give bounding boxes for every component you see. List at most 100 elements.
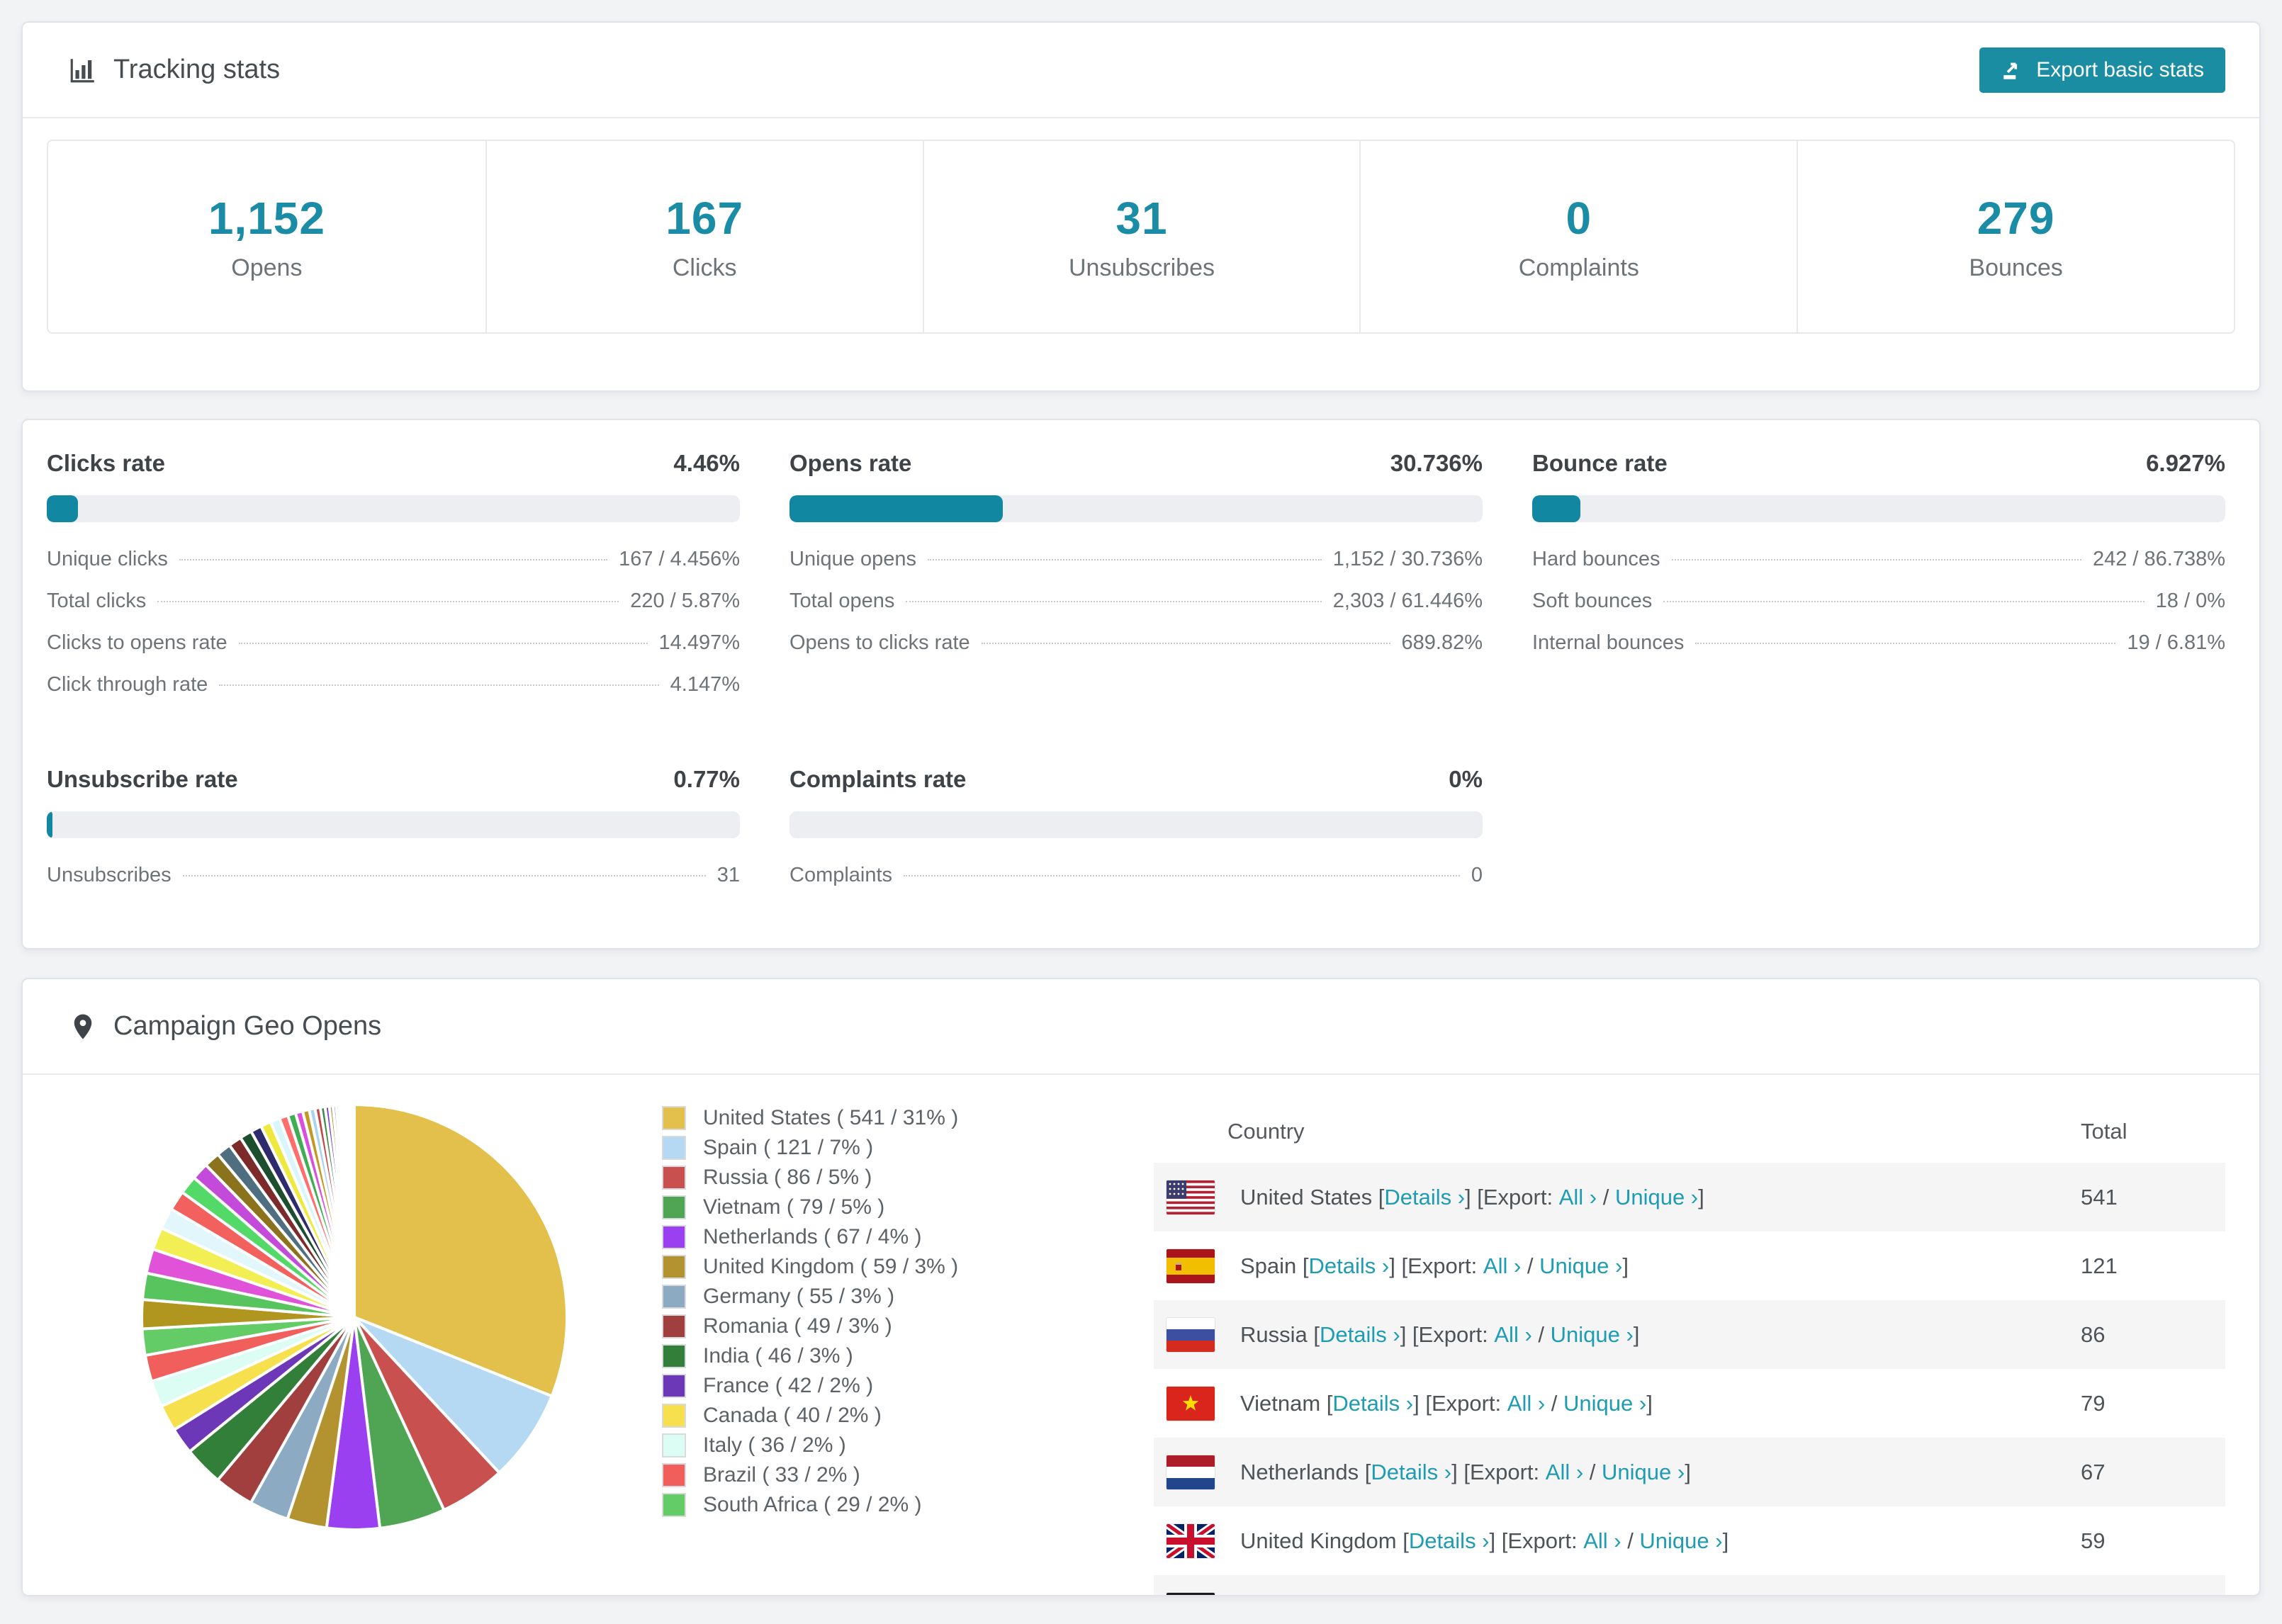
stat-clicks: 167 Clicks [485,141,923,332]
stat-row-label: Complaints [789,864,893,886]
stat-row-value: 220 / 5.87% [630,590,740,612]
stat-row-label: Opens to clicks rate [789,631,970,654]
dotted-leader [906,601,1322,602]
stat-row-unsubscribes: Unsubscribes 31 [47,864,740,906]
export-all-link[interactable]: All › [1583,1528,1621,1553]
rate-title: Unsubscribe rate [47,766,238,792]
bracket: ] [1633,1321,1640,1347]
card-title-text: Tracking stats [113,55,281,84]
legend-label: India ( 46 / 3% ) [703,1344,853,1368]
geo-table-header: Country Total [1154,1100,2225,1163]
export-all-link[interactable]: All › [1494,1321,1532,1347]
legend-swatch [662,1344,686,1368]
legend-item-south-africa: South Africa ( 29 / 2% ) [662,1490,1056,1520]
export-unique-link[interactable]: Unique › [1639,1528,1723,1553]
export-all-link[interactable]: All › [1545,1459,1584,1484]
geo-pie-chart [137,1100,571,1538]
details-link[interactable]: Details › [1384,1184,1466,1209]
export-icon [2003,62,2018,79]
geo-header: Campaign Geo Opens [23,979,2259,1075]
export-all-link[interactable]: All › [1558,1184,1597,1209]
geo-content: United States ( 541 / 31% ) Spain ( 121 /… [23,1075,2259,1595]
details-link[interactable]: Details › [1320,1321,1400,1347]
stat-value: 0 [1566,192,1592,244]
geo-row-united-states: United States [Details ›] [Export: All ›… [1154,1163,2225,1231]
bracket: ] [Export: [1489,1528,1584,1553]
rate-title: Opens rate [789,450,912,476]
legend-item-united-kingdom: United Kingdom ( 59 / 3% ) [662,1252,1056,1282]
bracket: ] [Export: [1413,1390,1507,1416]
country-name: Spain [1240,1253,1303,1278]
stat-row-value: 19 / 6.81% [2127,631,2225,654]
bracket: [ [1364,1459,1371,1484]
flag-ru-image [1167,1317,1215,1352]
export-all-link[interactable]: All › [1507,1390,1546,1416]
country-name: Vietnam [1240,1390,1327,1416]
slash-separator: / [1521,1253,1540,1278]
dotted-leader [219,684,659,686]
dotted-leader [1671,559,2081,560]
stat-row-clicks-to-opens-rate: Clicks to opens rate 14.497% [47,631,740,673]
details-link[interactable]: Details › [1371,1459,1452,1484]
bracket: ] [1722,1528,1729,1553]
export-unique-link[interactable]: Unique › [1539,1253,1623,1278]
legend-label: Italy ( 36 / 2% ) [703,1433,846,1457]
rate-detail-rows: Complaints 0 [789,864,1483,906]
stat-row-complaints: Complaints 0 [789,864,1483,906]
legend-item-russia: Russia ( 86 / 5% ) [662,1163,1056,1192]
legend-item-vietnam: Vietnam ( 79 / 5% ) [662,1192,1056,1222]
geo-row-country-cell: Vietnam [Details ›] [Export: All › / Uni… [1154,1386,2081,1421]
bracket: ] [1698,1184,1704,1209]
stat-row-label: Unsubscribes [47,864,172,886]
stat-row-opens-to-clicks-rate: Opens to clicks rate 689.82% [789,631,1483,673]
legend-item-spain: Spain ( 121 / 7% ) [662,1133,1056,1163]
stat-row-internal-bounces: Internal bounces 19 / 6.81% [1532,631,2225,673]
legend-swatch [662,1136,686,1160]
country-name: United Kingdom [1240,1528,1403,1553]
details-link[interactable]: Details › [1332,1390,1414,1416]
stat-value: 31 [1115,192,1168,244]
rates-grid: Clicks rate 4.46% Unique clicks 167 / 4.456… [23,420,2259,948]
flag-es-icon [1167,1248,1215,1283]
geo-table: Country Total United States [Details ›] … [1154,1100,2225,1595]
legend-label: Vietnam ( 79 / 5% ) [703,1195,885,1219]
pie-slice-united-states[interactable] [353,1103,569,1398]
rate-detail-rows: Unique opens 1,152 / 30.736% Total opens 2,… [789,548,1483,673]
rate-panel-opens-rate: Opens rate 30.736% Unique opens 1,152 / 30.… [789,450,1483,715]
details-link[interactable]: Details › [1408,1528,1490,1553]
dotted-leader [1695,643,2116,644]
legend-label: Netherlands ( 67 / 4% ) [703,1225,922,1248]
geo-row-total: 541 [2081,1184,2118,1209]
legend-item-brazil: Brazil ( 33 / 2% ) [662,1460,1056,1490]
legend-label: Romania ( 49 / 3% ) [703,1314,892,1338]
flag-es-image [1167,1248,1215,1283]
rate-value: 4.46% [673,450,740,476]
legend-item-romania: Romania ( 49 / 3% ) [662,1312,1056,1341]
export-unique-link[interactable]: Unique › [1550,1321,1634,1347]
bracket: [ [1302,1253,1309,1278]
dotted-leader [157,601,619,602]
export-all-link[interactable]: All › [1483,1253,1522,1278]
export-unique-link[interactable]: Unique › [1602,1459,1685,1484]
geo-row-russia: Russia [Details ›] [Export: All › / Uniq… [1154,1300,2225,1369]
legend-swatch [662,1195,686,1219]
stat-unsubscribes: 31 Unsubscribes [922,141,1360,332]
export-basic-stats-button[interactable]: Export basic stats [1979,47,2225,93]
export-unique-link[interactable]: Unique › [1563,1390,1647,1416]
export-unique-link[interactable]: Unique › [1614,1184,1699,1209]
geo-row-country-cell: United States [Details ›] [Export: All ›… [1154,1180,2081,1214]
progress-bar-track [789,495,1483,522]
rate-title: Complaints rate [789,766,967,792]
card-title-text: Campaign Geo Opens [113,1011,382,1041]
stat-bounces: 279 Bounces [1797,141,2234,332]
stat-value: 279 [1977,192,2055,244]
pie-slice-spain[interactable] [353,1316,553,1474]
stat-row-value: 167 / 4.456% [619,548,740,570]
rate-panel-unsubscribe-rate: Unsubscribe rate 0.77% Unsubscribes 31 [47,766,740,906]
rate-title-row: Clicks rate 4.46% [47,450,740,477]
details-link[interactable]: Details › [1308,1253,1390,1278]
stat-row-total-opens: Total opens 2,303 / 61.446% [789,590,1483,631]
legend-item-germany: Germany ( 55 / 3% ) [662,1282,1056,1312]
geo-row-spain: Spain [Details ›] [Export: All › / Uniqu… [1154,1231,2225,1300]
